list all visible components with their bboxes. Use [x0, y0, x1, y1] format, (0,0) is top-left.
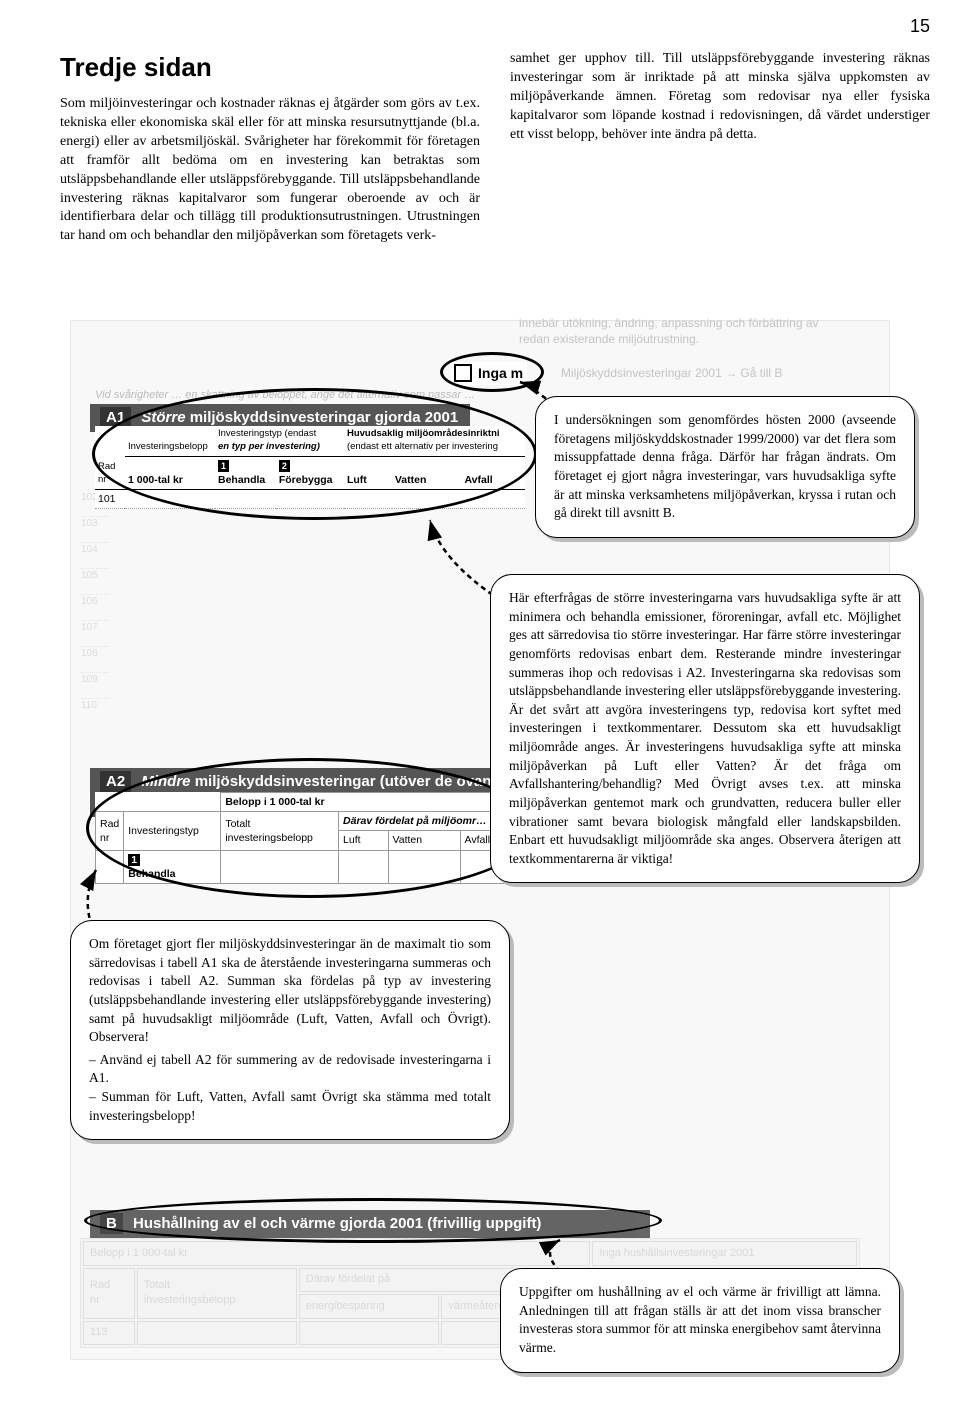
ghost-text1: innebär utökning, ändring, anpassning oc… [519, 315, 859, 331]
b-r113: 113 [83, 1321, 135, 1346]
bubble4-text: Uppgifter om hushållning av el och värme… [519, 1284, 881, 1355]
inga-label: Inga m [478, 364, 523, 383]
a1-1000: 1 000-tal kr [125, 456, 215, 489]
a1-code: A1 [100, 407, 131, 428]
callout-bubble-4: Uppgifter om hushållning av el och värme… [500, 1268, 900, 1373]
a2-type: Investeringstyp [124, 812, 221, 850]
ghost-row: 104 [81, 543, 109, 569]
ghost-row: 106 [81, 595, 109, 621]
b-code: B [100, 1213, 123, 1234]
bubble3-pre: Om företaget gjort fler miljöskyddsinves… [89, 936, 491, 1044]
b-rest: Hushållning av el och värme gjorda 2001 … [133, 1215, 541, 1232]
a1-num2: 2 [279, 460, 290, 472]
bubble2-text: Här efterfrågas de större investeringarn… [509, 590, 901, 866]
estimate-hint: Vid svårigheter … en skattning av belopp… [95, 388, 475, 403]
callout-bubble-1: I undersökningen som genomfördes hösten … [535, 396, 915, 538]
a1-type-l2: en typ per investering) [218, 441, 320, 452]
a2-behandla: Behandla [128, 868, 175, 880]
a1-num1: 1 [218, 460, 229, 472]
ghost-row: 110 [81, 699, 109, 725]
page-heading: Tredje sidan [60, 50, 480, 85]
inga-checkbox[interactable] [454, 364, 472, 382]
a1-forebygga: Förebygga [279, 474, 333, 486]
a1-huvud-l2: (endast ett alternativ per investering [347, 441, 498, 452]
b-inga: Inga hushållsinvesteringar 2001 [592, 1241, 857, 1266]
ghost-row: 103 [81, 517, 109, 543]
callout-bubble-3: Om företaget gjort fler miljöskyddsinves… [70, 920, 510, 1140]
b-belopp: Belopp i 1 000-tal kr [83, 1241, 590, 1266]
ghost-heading: Miljöskyddsinvesteringar 2001 → Gå till … [561, 365, 782, 381]
a2-rad: Rad nr [96, 812, 124, 850]
a1-invest-label: Investeringsbelopp [128, 441, 208, 452]
a1-italic: Större [141, 409, 185, 426]
intro-para1: Som miljöinvesteringar och kostnader räk… [60, 95, 480, 246]
a2-darav: Därav fördelat på miljöomr… [343, 815, 487, 827]
a1-type-l1: Investeringstyp (endast [218, 428, 316, 439]
callout-bubble-2: Här efterfrågas de större investeringarn… [490, 574, 920, 883]
a1-row101: 101 [95, 489, 125, 508]
a2-luft: Luft [339, 831, 389, 850]
table-a2: Belopp i 1 000-tal kr Rad nr Investering… [95, 792, 525, 884]
intro-col1: Tredje sidan Som miljöinvesteringar och … [60, 50, 480, 246]
a1-luft: Luft [344, 456, 392, 489]
bubble3-li1: Använd ej tabell A2 för summering av de … [89, 1052, 491, 1086]
a1-rest: miljöskyddsinvesteringar gjorda 2001 [190, 409, 458, 426]
ghost-row: 105 [81, 569, 109, 595]
a2-belopp: Belopp i 1 000-tal kr [221, 793, 525, 812]
ghost-row: 108 [81, 647, 109, 673]
a1-vatten: Vatten [392, 456, 462, 489]
a2-num1: 1 [128, 854, 140, 866]
a2-totalt: Totalt investeringsbelopp [221, 812, 339, 850]
a1-avfall: Avfall [461, 456, 525, 489]
page-number: 15 [910, 14, 930, 38]
intro-section: Tredje sidan Som miljöinvesteringar och … [60, 50, 930, 246]
section-b-bar: B Hushållning av el och värme gjorda 200… [90, 1210, 650, 1238]
b-energi: energibesparing [299, 1294, 440, 1319]
table-a1: Rad nr Investeringsbelopp Investeringsty… [95, 426, 525, 509]
a1-rad-label: Rad nr [95, 426, 125, 489]
bubble3-li2: Summan för Luft, Vatten, Avfall samt Övr… [89, 1089, 491, 1123]
ghost-row: 109 [81, 673, 109, 699]
bubble1-text: I undersökningen som genomfördes hösten … [554, 412, 896, 520]
a1-huvud-l1: Huvudsaklig miljöområdesinriktni [347, 428, 500, 439]
b-totalt: Totalt investeringsbelopp [137, 1268, 297, 1319]
a1-behandla: Behandla [218, 474, 265, 486]
a2-vatten: Vatten [388, 831, 460, 850]
inga-checkbox-group: Inga m [450, 362, 527, 385]
ghost-row: 107 [81, 621, 109, 647]
ghost-text2: redan existerande miljöutrustning. [519, 331, 859, 347]
intro-para2: samhet ger upphov till. Till utsläppsför… [510, 50, 930, 144]
a2-code: A2 [100, 771, 131, 792]
intro-col2: samhet ger upphov till. Till utsläppsför… [510, 50, 930, 246]
a2-italic: Mindre [141, 773, 190, 790]
b-rad: Rad nr [83, 1268, 135, 1319]
